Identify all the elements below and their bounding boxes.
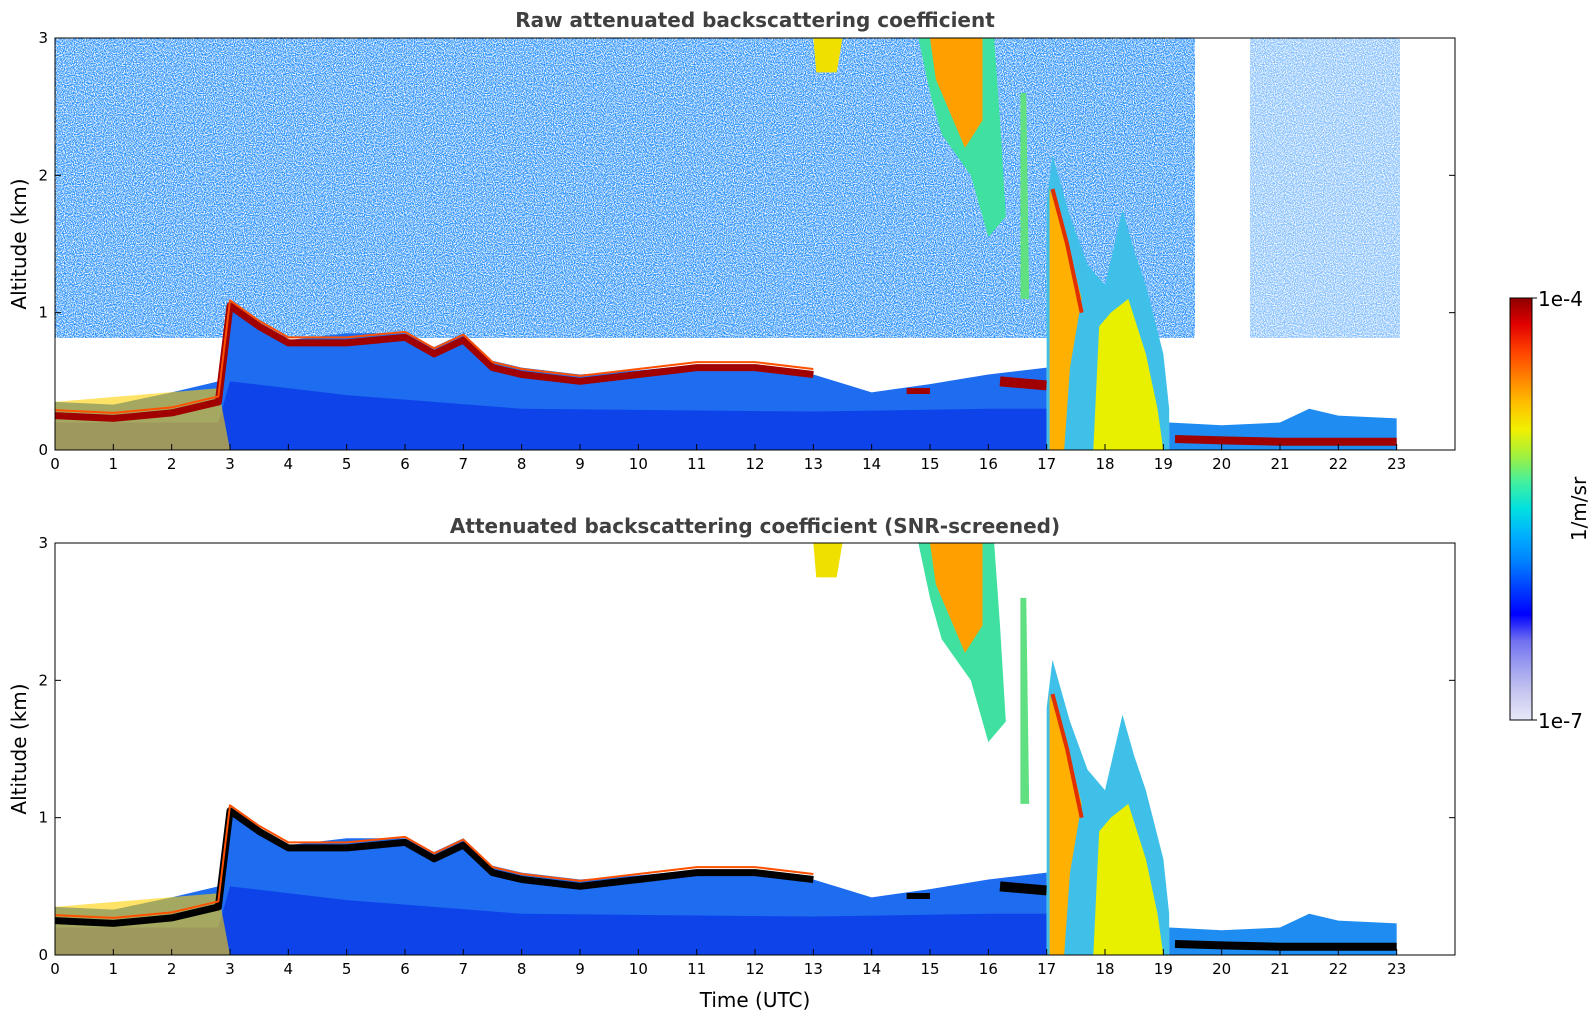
x-tick-label: 9	[575, 960, 585, 978]
panel-1-plot-area	[55, 38, 1455, 450]
y-tick-label: 1	[38, 304, 48, 322]
x-tick-label: 4	[284, 960, 294, 978]
x-tick-label: 7	[459, 455, 469, 473]
x-tick-label: 11	[687, 455, 706, 473]
x-tick-label: 22	[1329, 455, 1348, 473]
x-tick-label: 13	[804, 455, 823, 473]
boundary-layer-core	[55, 886, 1047, 955]
y-tick-label: 2	[38, 166, 48, 184]
boundary-layer-core	[55, 381, 1047, 450]
aerosol-layer-top	[55, 807, 814, 927]
x-tick-label: 16	[979, 960, 998, 978]
x-tick-label: 0	[50, 455, 60, 473]
x-tick-label: 2	[167, 455, 177, 473]
x-tick-label: 12	[745, 960, 764, 978]
x-tick-label: 14	[862, 455, 881, 473]
y-tick-label: 1	[38, 809, 48, 827]
evening-surface-layer	[1174, 435, 1397, 446]
x-tick-label: 17	[1037, 960, 1056, 978]
cloud-18utc-core	[1093, 298, 1164, 450]
panel-1-noise	[55, 38, 1195, 338]
panel-raw: Raw attenuated backscattering coefficien…	[7, 8, 1456, 473]
x-tick-label: 15	[920, 455, 939, 473]
x-tick-label: 1	[109, 960, 119, 978]
x-tick-label: 20	[1212, 960, 1231, 978]
cloud-17utc-edge	[1050, 188, 1084, 314]
panel-2-plot-area	[55, 543, 1455, 955]
panel-2-title: Attenuated backscattering coefficient (S…	[450, 514, 1060, 538]
aerosol-patch-2	[999, 376, 1048, 391]
y-tick-label: 0	[38, 441, 48, 459]
x-tick-label: 8	[517, 455, 527, 473]
x-tick-label: 10	[629, 455, 648, 473]
panel-1-ylabel: Altitude (km)	[7, 178, 31, 309]
x-tick-label: 10	[629, 960, 648, 978]
x-tick-label: 8	[517, 960, 527, 978]
panel-1-layers	[55, 38, 1397, 450]
y-tick-label: 3	[38, 534, 48, 552]
cloud-15utc-core	[930, 543, 983, 653]
colorbar: 1e-4 1e-7 1/m/sr	[1509, 287, 1591, 733]
panel-1-noise-right	[1250, 38, 1400, 338]
x-tick-label: 19	[1154, 960, 1173, 978]
x-tick-label: 23	[1387, 455, 1406, 473]
panel-2-ylabel: Altitude (km)	[7, 683, 31, 814]
cloud-15utc-core	[930, 38, 983, 148]
panel-2-ticks: 0 1 2 3 4 5 6 7 8 9 10 11 12 13 14 15 16 17 18 19 20 21 22 2301…	[38, 534, 1455, 978]
x-tick-label: 3	[225, 455, 235, 473]
x-tick-label: 15	[920, 960, 939, 978]
aerosol-layer-edge	[55, 804, 814, 919]
high-cloud-13utc	[813, 38, 843, 73]
x-tick-label: 3	[225, 960, 235, 978]
x-tick-label: 23	[1387, 960, 1406, 978]
panel-1-title: Raw attenuated backscattering coefficien…	[515, 8, 995, 32]
colorbar-unit-label: 1/m/sr	[1567, 476, 1591, 541]
x-tick-label: 9	[575, 455, 585, 473]
x-tick-label: 19	[1154, 455, 1173, 473]
x-tick-label: 21	[1270, 960, 1289, 978]
panel-2-layers	[55, 543, 1397, 955]
x-tick-label: 20	[1212, 455, 1231, 473]
panel-1-ticks: 0 1 2 3 4 5 6 7 8 9 10 11 12 13 14 15 16 17 18 19 20 21 22 2301…	[38, 29, 1455, 473]
colorbar-bar	[1509, 297, 1533, 721]
aerosol-patch-2	[999, 881, 1048, 896]
cloud-18utc-core	[1093, 803, 1164, 955]
y-tick-label: 3	[38, 29, 48, 47]
panel-2-xlabel: Time (UTC)	[699, 988, 811, 1012]
x-tick-label: 5	[342, 455, 352, 473]
x-tick-label: 17	[1037, 455, 1056, 473]
x-tick-label: 4	[284, 455, 294, 473]
x-tick-label: 12	[745, 455, 764, 473]
aerosol-layer-edge	[55, 299, 814, 414]
x-tick-label: 18	[1095, 455, 1114, 473]
y-tick-label: 0	[38, 946, 48, 964]
panel-screened: Attenuated backscattering coefficient (S…	[7, 514, 1456, 1012]
x-tick-label: 18	[1095, 960, 1114, 978]
y-tick-label: 2	[38, 671, 48, 689]
x-tick-label: 6	[400, 455, 410, 473]
high-cloud-13utc	[813, 543, 843, 578]
x-tick-label: 22	[1329, 960, 1348, 978]
cloud-16-6utc	[1020, 597, 1030, 804]
x-tick-label: 16	[979, 455, 998, 473]
x-tick-label: 14	[862, 960, 881, 978]
cloud-17utc-core	[1049, 694, 1082, 955]
x-tick-label: 5	[342, 960, 352, 978]
aerosol-layer-top	[55, 302, 814, 422]
cloud-17utc-edge	[1050, 693, 1084, 819]
cloud-17utc-core	[1049, 189, 1082, 450]
colorbar-max-label: 1e-4	[1538, 287, 1583, 311]
x-tick-label: 2	[167, 960, 177, 978]
colorbar-min-label: 1e-7	[1538, 709, 1583, 733]
x-tick-label: 0	[50, 960, 60, 978]
x-tick-label: 7	[459, 960, 469, 978]
x-tick-label: 6	[400, 960, 410, 978]
x-tick-label: 11	[687, 960, 706, 978]
x-tick-label: 1	[109, 455, 119, 473]
x-tick-label: 13	[804, 960, 823, 978]
evening-surface-layer	[1174, 940, 1397, 951]
cloud-16-6utc	[1020, 92, 1030, 299]
x-tick-label: 21	[1270, 455, 1289, 473]
